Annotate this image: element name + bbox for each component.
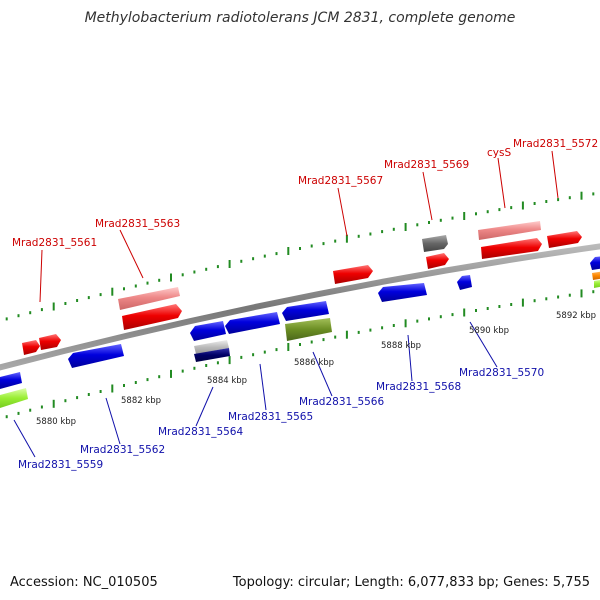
gene-arrow-lime[interactable] <box>0 388 28 408</box>
lower-gene-labels: Mrad2831_5559 Mrad2831_5562 Mrad2831_556… <box>18 367 544 471</box>
leader-line <box>407 334 413 382</box>
leader-line <box>422 171 433 221</box>
position-labels: 5880 kbp 5882 kbp 5884 kbp 5886 kbp 5888… <box>36 311 596 427</box>
map-title: Methylobacterium radiotolerans JCM 2831,… <box>85 10 516 26</box>
gene-arrow-red[interactable] <box>22 340 40 355</box>
gene-arrow-olive[interactable] <box>285 318 332 341</box>
kbp-label: 5886 kbp <box>294 358 334 368</box>
kbp-label: 5890 kbp <box>469 326 509 336</box>
gene-label[interactable]: Mrad2831_5572 <box>513 138 598 150</box>
gene-arrow-orange[interactable] <box>592 271 600 280</box>
kbp-label: 5882 kbp <box>121 396 161 406</box>
gene-arrow-red[interactable] <box>481 238 542 259</box>
gene-label[interactable]: Mrad2831_5569 <box>384 159 469 171</box>
leader-line <box>551 150 559 199</box>
kbp-label: 5888 kbp <box>381 341 421 351</box>
gene-arrow-red[interactable] <box>122 304 182 330</box>
gene-arrow-gray[interactable] <box>194 340 229 354</box>
leader-line <box>337 187 348 237</box>
leader-line <box>195 386 214 427</box>
gene-label[interactable]: Mrad2831_5567 <box>298 175 383 187</box>
gene-arrow-red[interactable] <box>547 231 582 248</box>
topology-text: Topology: circular; Length: 6,077,833 bp… <box>232 575 590 590</box>
leader-line <box>105 397 121 445</box>
gene-arrow-red[interactable] <box>39 334 61 350</box>
leader-line <box>312 351 333 397</box>
gene-label[interactable]: cysS <box>487 147 511 159</box>
accession-text: Accession: NC_010505 <box>10 575 158 590</box>
gene-label[interactable]: Mrad2831_5568 <box>376 381 461 393</box>
kbp-label: 5880 kbp <box>36 417 76 427</box>
gene-arrow-blue[interactable] <box>190 321 226 341</box>
gene-label[interactable]: Mrad2831_5561 <box>12 237 97 249</box>
gene-arrow-blue[interactable] <box>225 312 280 334</box>
gene-label[interactable]: Mrad2831_5564 <box>158 426 243 438</box>
gene-arrow-navy[interactable] <box>194 348 230 362</box>
gene-arrow-gray[interactable] <box>422 235 448 252</box>
gene-arrow-blue[interactable] <box>457 275 472 290</box>
leader-line <box>469 321 498 368</box>
upper-label-leaders <box>39 150 559 303</box>
leader-line <box>39 249 43 303</box>
gene-arrow-red[interactable] <box>426 253 449 269</box>
leader-line <box>497 157 506 209</box>
gene-label[interactable]: Mrad2831_5570 <box>459 367 544 379</box>
gene-label[interactable]: Mrad2831_5559 <box>18 459 103 471</box>
leader-line <box>259 363 267 411</box>
gene-arrow-blue[interactable] <box>68 344 124 368</box>
gene-arrow-blue[interactable] <box>282 301 329 321</box>
reverse-strand-genes <box>0 256 600 408</box>
upper-gene-labels: Mrad2831_5561 Mrad2831_5563 Mrad2831_556… <box>12 138 598 249</box>
forward-strand-genes <box>22 221 582 355</box>
gene-label[interactable]: Mrad2831_5563 <box>95 218 180 230</box>
gene-arrow-blue[interactable] <box>0 372 22 389</box>
upper-tick-row <box>5 191 595 321</box>
lower-label-leaders <box>13 321 498 458</box>
gene-arrow-blue[interactable] <box>590 256 600 270</box>
genome-backbone <box>0 243 600 371</box>
gene-arrow-pink[interactable] <box>478 221 541 240</box>
gene-arrow-red[interactable] <box>333 265 373 284</box>
kbp-label: 5884 kbp <box>207 376 247 386</box>
gene-arrow-lime[interactable] <box>594 279 600 288</box>
gene-arrow-blue[interactable] <box>378 283 427 302</box>
leader-line <box>119 229 144 279</box>
gene-label[interactable]: Mrad2831_5565 <box>228 411 313 423</box>
leader-line <box>13 419 36 458</box>
gene-arrow-pink[interactable] <box>118 287 180 310</box>
gene-label[interactable]: Mrad2831_5562 <box>80 444 165 456</box>
gene-label[interactable]: Mrad2831_5566 <box>299 396 384 408</box>
kbp-label: 5892 kbp <box>556 311 596 321</box>
lower-tick-row <box>5 289 595 419</box>
